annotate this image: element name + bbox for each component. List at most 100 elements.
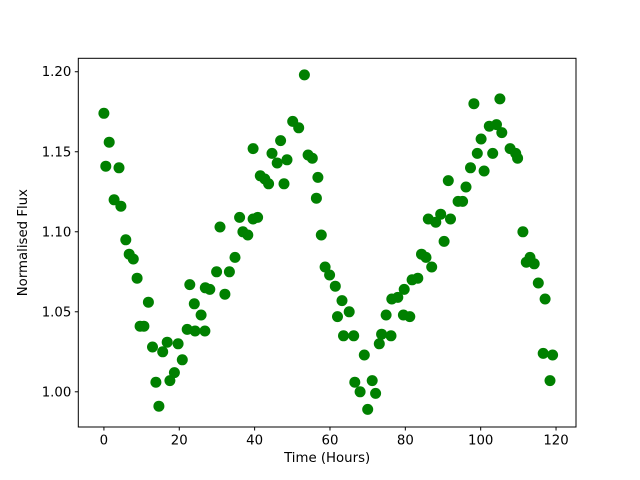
data-point: [142, 296, 154, 308]
data-point: [153, 400, 165, 412]
data-point: [298, 69, 310, 81]
data-point: [211, 266, 223, 278]
data-point: [465, 162, 476, 174]
data-point: [517, 226, 529, 238]
x-tick-label: 120: [543, 434, 568, 449]
data-point: [234, 211, 246, 223]
data-point: [539, 293, 551, 305]
data-point: [100, 160, 112, 172]
y-tick-label: 1.20: [42, 65, 72, 80]
x-tick-label: 80: [397, 434, 414, 449]
y-tick-label: 1.05: [42, 305, 72, 320]
data-point: [252, 211, 264, 223]
data-point: [329, 280, 341, 292]
data-point: [242, 229, 254, 241]
y-axis-label: Normalised Flux: [16, 189, 31, 296]
data-point: [435, 208, 447, 220]
data-point: [247, 143, 259, 155]
data-point: [293, 122, 305, 134]
data-point: [131, 272, 143, 284]
data-point: [475, 133, 487, 145]
y-tick-label: 1.10: [42, 225, 72, 240]
data-point: [445, 213, 456, 225]
x-tick-label: 0: [100, 434, 108, 449]
data-point: [491, 119, 502, 131]
data-point: [138, 320, 150, 332]
data-point: [442, 175, 454, 187]
data-point: [358, 349, 370, 361]
data-point: [366, 375, 378, 387]
x-tick-label: 40: [246, 434, 263, 449]
data-point: [532, 277, 544, 289]
data-points-layer: [98, 69, 559, 415]
data-point: [348, 330, 360, 342]
data-point: [271, 157, 283, 169]
data-point: [412, 272, 424, 284]
data-point: [188, 298, 200, 310]
data-point: [370, 387, 382, 399]
data-point: [278, 178, 290, 190]
data-point: [312, 171, 324, 183]
data-point: [195, 309, 207, 321]
data-point: [528, 258, 540, 270]
data-point: [332, 311, 343, 323]
data-point: [336, 295, 348, 307]
data-point: [120, 234, 132, 246]
data-point: [420, 251, 432, 263]
data-point: [223, 266, 235, 278]
x-axis-label: Time (Hours): [283, 451, 370, 466]
data-point: [324, 269, 336, 281]
data-point: [430, 216, 442, 228]
data-point: [438, 235, 450, 247]
data-point: [496, 127, 508, 139]
x-tick-label: 60: [322, 434, 339, 449]
data-point: [494, 93, 506, 105]
data-point: [315, 229, 327, 241]
data-point: [460, 181, 472, 193]
data-point: [468, 98, 480, 110]
data-point: [349, 376, 361, 388]
data-point: [376, 328, 388, 340]
data-point: [219, 288, 231, 300]
x-tick-label: 100: [468, 434, 493, 449]
data-point: [512, 152, 524, 164]
data-point: [189, 325, 201, 337]
data-point: [204, 283, 216, 295]
data-point: [157, 346, 169, 358]
plot-frame: [77, 57, 577, 428]
data-point: [103, 136, 115, 148]
data-point: [319, 261, 331, 273]
data-point: [392, 291, 404, 303]
data-point: [544, 375, 556, 387]
data-point: [229, 251, 241, 263]
data-point: [404, 311, 416, 323]
data-point: [306, 152, 318, 164]
data-point: [385, 330, 397, 342]
data-point: [354, 386, 366, 398]
data-point: [176, 354, 188, 366]
data-point: [98, 107, 110, 119]
data-point: [338, 330, 349, 342]
data-point: [398, 283, 410, 295]
data-point: [115, 200, 127, 212]
data-point: [199, 325, 211, 337]
data-point: [266, 147, 278, 159]
axes-frame-layer: [77, 57, 577, 428]
data-point: [310, 192, 322, 204]
tick-layer: 0 20 40 60 80 100 120 1.00 1.05 1.10 1.15 1.20: [42, 65, 569, 448]
y-tick-label: 1.00: [42, 385, 72, 400]
data-point: [275, 135, 287, 147]
data-point: [373, 338, 385, 350]
data-point: [281, 154, 293, 166]
data-point: [161, 336, 173, 348]
data-point: [127, 253, 139, 265]
data-point: [172, 338, 184, 350]
data-point: [164, 375, 176, 387]
data-point: [537, 347, 549, 359]
data-point: [457, 195, 469, 207]
data-point: [184, 279, 196, 291]
data-point: [263, 178, 275, 190]
data-point: [150, 376, 162, 388]
